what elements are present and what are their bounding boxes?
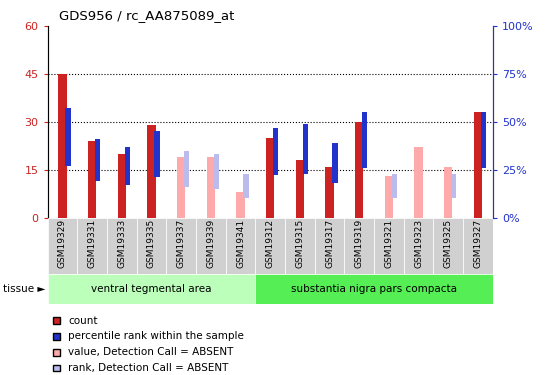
Text: value, Detection Call = ABSENT: value, Detection Call = ABSENT [68, 347, 234, 357]
Bar [58, 74, 67, 217]
Bar [177, 157, 185, 218]
Text: rank, Detection Call = ABSENT: rank, Detection Call = ABSENT [68, 363, 228, 373]
Text: GSM19333: GSM19333 [117, 219, 127, 268]
Bar [166, 217, 196, 274]
Text: GSM19341: GSM19341 [236, 219, 245, 268]
Bar [124, 147, 130, 185]
Bar [88, 141, 96, 218]
Bar [226, 217, 255, 274]
Bar [255, 217, 285, 274]
Bar [255, 274, 493, 304]
Bar [266, 138, 274, 218]
Text: GSM19325: GSM19325 [444, 219, 453, 268]
Text: substantia nigra pars compacta: substantia nigra pars compacta [291, 284, 457, 294]
Bar [302, 124, 308, 174]
Bar [444, 166, 452, 218]
Bar [243, 174, 249, 198]
Text: GSM19337: GSM19337 [176, 219, 186, 268]
Bar [414, 147, 423, 218]
Text: GSM19327: GSM19327 [473, 219, 483, 268]
Bar [355, 122, 363, 218]
Bar [362, 112, 367, 168]
Text: ventral tegmental area: ventral tegmental area [91, 284, 212, 294]
Bar [48, 217, 77, 274]
Bar [451, 174, 456, 198]
Text: GSM19315: GSM19315 [295, 219, 305, 268]
Text: GSM19323: GSM19323 [414, 219, 423, 268]
Bar [273, 128, 278, 176]
Bar [296, 160, 304, 218]
Bar [480, 112, 486, 168]
Text: count: count [68, 316, 98, 326]
Bar [184, 150, 189, 187]
Bar [433, 217, 463, 274]
Text: GSM19319: GSM19319 [354, 219, 364, 268]
Text: GSM19321: GSM19321 [384, 219, 394, 268]
Text: GDS956 / rc_AA875089_at: GDS956 / rc_AA875089_at [59, 9, 234, 22]
Bar [332, 143, 338, 183]
Bar [207, 157, 215, 218]
Text: GSM19335: GSM19335 [147, 219, 156, 268]
Bar [474, 112, 482, 218]
Bar [95, 139, 100, 181]
Bar [107, 217, 137, 274]
Bar [236, 192, 245, 217]
Text: GSM19339: GSM19339 [206, 219, 216, 268]
Bar [213, 154, 219, 189]
Bar [391, 174, 397, 198]
Bar [48, 274, 255, 304]
Text: percentile rank within the sample: percentile rank within the sample [68, 332, 244, 341]
Text: GSM19331: GSM19331 [87, 219, 97, 268]
Bar [154, 132, 160, 177]
Bar [315, 217, 344, 274]
Bar [374, 217, 404, 274]
Bar [118, 154, 126, 218]
Bar [196, 217, 226, 274]
Bar [137, 217, 166, 274]
Bar [385, 176, 393, 218]
Text: tissue ►: tissue ► [3, 284, 45, 294]
Bar [325, 166, 334, 218]
Bar [463, 217, 493, 274]
Text: GSM19312: GSM19312 [265, 219, 275, 268]
Bar [344, 217, 374, 274]
Bar [404, 217, 433, 274]
Bar [77, 217, 107, 274]
Text: GSM19329: GSM19329 [58, 219, 67, 268]
Text: GSM19317: GSM19317 [325, 219, 334, 268]
Bar [285, 217, 315, 274]
Bar [65, 108, 71, 166]
Bar [147, 125, 156, 218]
